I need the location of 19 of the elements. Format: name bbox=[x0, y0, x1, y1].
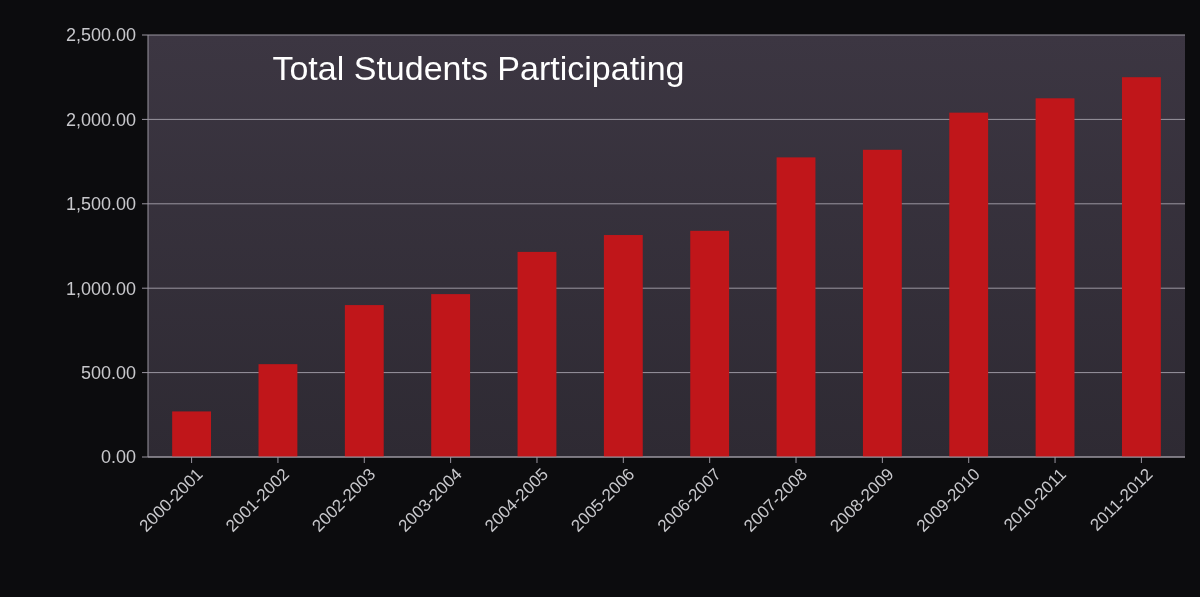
bar bbox=[603, 235, 643, 457]
y-tick-label: 2,000.00 bbox=[65, 109, 136, 130]
y-tick-label: 2,500.00 bbox=[65, 25, 136, 46]
y-tick-label: 500.00 bbox=[80, 362, 136, 383]
bar bbox=[517, 251, 557, 457]
bar bbox=[862, 149, 902, 457]
y-tick-label: 0.00 bbox=[100, 447, 136, 468]
bar bbox=[172, 411, 212, 457]
bar bbox=[431, 294, 471, 457]
y-tick-label: 1,000.00 bbox=[65, 278, 136, 299]
bar bbox=[258, 364, 298, 457]
bar bbox=[690, 230, 730, 457]
y-tick-label: 1,500.00 bbox=[65, 194, 136, 215]
bar bbox=[776, 157, 816, 457]
bar bbox=[1035, 98, 1075, 457]
chart-title: Total Students Participating bbox=[272, 49, 685, 87]
bar bbox=[344, 305, 384, 457]
bar bbox=[1121, 77, 1161, 457]
bar bbox=[949, 112, 989, 457]
